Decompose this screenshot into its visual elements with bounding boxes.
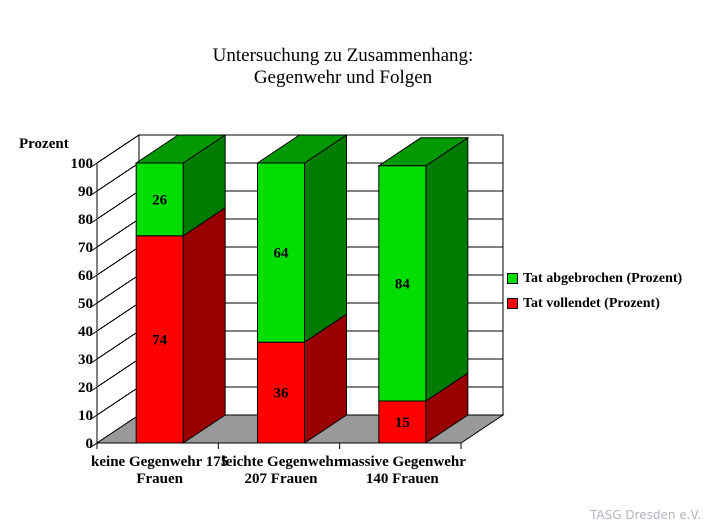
grid-line-wall [96, 358, 140, 388]
category-label-2: massive Gegenwehr 140 Frauen [339, 454, 466, 487]
y-tick-mark [89, 218, 98, 225]
y-tick-label: 60 [78, 268, 93, 284]
category-label-1: leichte Gegenwehr 207 Frauen [222, 454, 341, 487]
bar-side-abgebrochen [304, 134, 347, 344]
y-tick-mark [89, 274, 98, 281]
bar-value-abgebrochen: 26 [152, 192, 168, 208]
grid-line-wall [96, 330, 140, 360]
bar-front-vollendet [257, 341, 305, 444]
bar-value-vollendet: 15 [395, 415, 410, 431]
bar-side-vollendet [182, 206, 226, 444]
bar-0: 74 26 [134, 134, 227, 444]
y-tick-mark [89, 190, 98, 197]
y-tick-label: 80 [78, 212, 93, 228]
bar-front-vollendet [378, 400, 427, 444]
bar-value-abgebrochen: 64 [274, 246, 290, 262]
y-tick-label: 40 [78, 324, 93, 340]
grid-line-wall [96, 162, 140, 192]
y-tick-label: 100 [71, 156, 94, 172]
y-tick-label: 90 [78, 184, 93, 200]
bar-front-vollendet [135, 235, 184, 444]
grid-line-wall [96, 190, 140, 220]
grid-line-wall [96, 302, 140, 332]
y-tick-label: 0 [86, 436, 94, 452]
grid-line-wall [96, 134, 140, 164]
y-tick-mark [89, 414, 98, 421]
axes: 0 10 20 30 40 50 60 70 80 90 100 [71, 156, 462, 452]
bar-value-vollendet: 74 [152, 332, 168, 348]
grid-line-wall [96, 386, 140, 416]
legend-label: Tat vollendet (Prozent) [523, 296, 660, 311]
y-tick-mark [89, 302, 98, 309]
legend-swatch-green [507, 273, 518, 284]
legend: Tat abgebrochen (Prozent) Tat vollendet … [507, 272, 682, 322]
bar-value-abgebrochen: 84 [395, 276, 411, 292]
y-tick-label: 50 [78, 296, 93, 312]
bar-value-vollendet: 36 [274, 386, 290, 402]
grid-line-wall [96, 246, 140, 276]
grid-line-wall [96, 218, 140, 248]
bar-front-abgebrochen [378, 165, 427, 402]
y-tick-label: 10 [78, 408, 93, 424]
legend-item-vollendet: Tat vollendet (Prozent) [507, 296, 682, 311]
credit-text: TASG Dresden e.V. [590, 508, 701, 522]
y-tick-label: 30 [78, 352, 93, 368]
bar-side-abgebrochen [425, 136, 469, 402]
chart-title: Untersuchung zu Zusammenhang: Gegenwehr … [0, 45, 686, 89]
y-tick-mark [89, 246, 98, 253]
legend-label: Tat abgebrochen (Prozent) [523, 271, 683, 286]
legend-item-abgebrochen: Tat abgebrochen (Prozent) [507, 271, 683, 286]
bar-front-abgebrochen [257, 162, 305, 343]
y-tick-mark [89, 358, 98, 365]
chart-title-line1: Untersuchung zu Zusammenhang: [212, 45, 474, 66]
y-tick-label: 20 [78, 380, 93, 396]
bar-front-abgebrochen [135, 162, 184, 237]
bar-1: 36 64 [255, 134, 349, 444]
y-tick-mark [89, 162, 98, 169]
y-tick-mark [89, 442, 98, 449]
category-label-0: keine Gegenwehr 175 Frauen [91, 454, 228, 487]
y-axis-title: Prozent [19, 136, 69, 152]
chart-title-line2: Gegenwehr und Folgen [253, 67, 433, 88]
y-tick-label: 70 [78, 240, 93, 256]
grid-line-wall [96, 274, 140, 304]
legend-swatch-red [507, 298, 518, 309]
y-tick-mark [89, 330, 98, 337]
y-tick-mark [89, 386, 98, 393]
